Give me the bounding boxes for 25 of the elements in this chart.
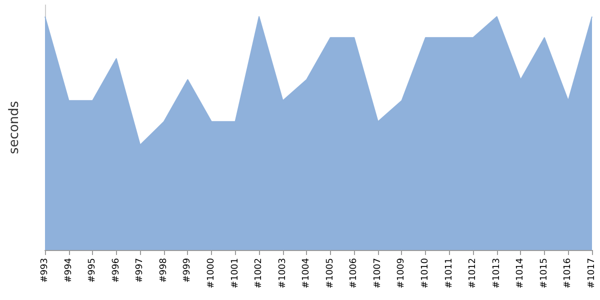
- x-tick-label: #996: [111, 258, 122, 283]
- x-tick-label: #1005: [325, 258, 336, 288]
- x-tick-label: #999: [182, 258, 193, 283]
- x-tick-label: #1011: [444, 258, 454, 288]
- x-tick-label: #1004: [302, 258, 312, 288]
- x-tick-label: #995: [88, 258, 98, 283]
- x-tick-label: #1016: [563, 258, 574, 288]
- x-tick-label: #1001: [230, 258, 240, 288]
- x-tick-label: #1003: [278, 258, 288, 288]
- x-tick-label: #1012: [468, 258, 478, 288]
- x-tick-label: #997: [135, 258, 146, 283]
- y-axis-title: seconds: [7, 100, 22, 154]
- x-tick-label: #994: [64, 258, 74, 283]
- x-tick-label: #1009: [396, 258, 407, 288]
- x-tick-label: #1006: [349, 258, 360, 288]
- x-tick-label: #1010: [420, 258, 431, 288]
- x-tick-label: #1014: [516, 258, 526, 288]
- x-tick-label: #1007: [372, 258, 383, 288]
- x-tick-label: #1013: [492, 258, 502, 288]
- x-tick-label: #1015: [539, 258, 550, 288]
- x-tick-label: #993: [40, 258, 50, 283]
- x-tick-label: #1002: [254, 258, 264, 288]
- x-tick-label: #1000: [206, 258, 216, 288]
- x-tick-label: #1017: [587, 258, 597, 288]
- x-tick-label: #998: [158, 258, 169, 283]
